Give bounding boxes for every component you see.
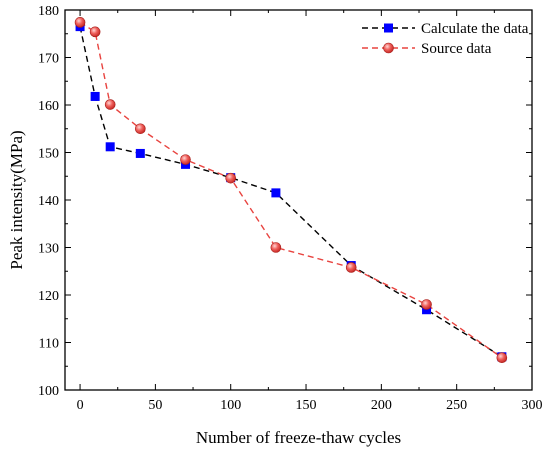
x-tick-label: 50 xyxy=(148,398,162,413)
legend-marker-source xyxy=(383,42,394,54)
y-tick-label: 140 xyxy=(38,194,59,209)
y-tick-label: 150 xyxy=(38,147,59,162)
legend-marker-calculate xyxy=(384,23,393,33)
legend-label-calculate: Calculate the data xyxy=(421,21,529,37)
x-tick-label: 300 xyxy=(522,398,543,413)
point-marker-source xyxy=(74,17,86,28)
x-tick-label: 200 xyxy=(371,398,392,413)
x-tick-label: 100 xyxy=(220,398,241,413)
y-axis-title: Peak intensity(MPa) xyxy=(7,130,26,269)
y-tick-label: 170 xyxy=(38,52,59,67)
plot-frame xyxy=(64,9,533,391)
x-tick-label: 150 xyxy=(296,398,317,413)
y-tick-label: 100 xyxy=(38,384,59,399)
x-tick-label: 250 xyxy=(446,398,467,413)
point-marker-source xyxy=(496,352,508,364)
legend-label-source: Source data xyxy=(421,41,492,57)
plot-border xyxy=(64,9,533,391)
point-marker-calculate xyxy=(105,142,115,152)
point-marker-source xyxy=(421,299,432,310)
y-tick-label: 110 xyxy=(39,337,59,352)
y-tick-label: 160 xyxy=(38,99,59,114)
x-tick-label: 0 xyxy=(77,398,84,413)
point-marker-source xyxy=(135,123,146,135)
point-marker-calculate xyxy=(135,148,145,158)
x-axis-title: Number of freeze-thaw cycles xyxy=(196,428,401,447)
y-tick-label: 120 xyxy=(38,289,59,304)
point-marker-source xyxy=(89,26,101,38)
point-marker-calculate xyxy=(90,91,100,101)
point-marker-source xyxy=(270,242,282,253)
legend: Calculate the data Source data xyxy=(362,21,529,57)
point-marker-source xyxy=(180,154,191,165)
point-marker-source xyxy=(345,262,357,273)
point-marker-calculate xyxy=(271,188,281,198)
series-lines xyxy=(79,21,503,359)
series-markers xyxy=(74,17,508,364)
point-marker-source xyxy=(104,99,116,110)
axis-ticks: 0 50 100 150 200 250 300 100 110 120 130 140 150 160 1… xyxy=(38,4,543,413)
series-line-0 xyxy=(79,26,503,358)
series-line-1 xyxy=(79,21,503,359)
point-marker-source xyxy=(225,172,237,184)
y-tick-label: 180 xyxy=(38,4,59,19)
y-tick-label: 130 xyxy=(38,242,59,257)
